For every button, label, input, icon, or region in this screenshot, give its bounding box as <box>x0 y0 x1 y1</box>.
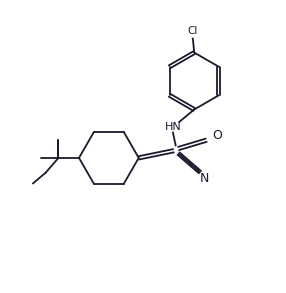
Text: N: N <box>200 172 209 185</box>
Text: O: O <box>213 129 223 142</box>
Text: HN: HN <box>164 122 181 132</box>
Text: Cl: Cl <box>188 26 198 36</box>
